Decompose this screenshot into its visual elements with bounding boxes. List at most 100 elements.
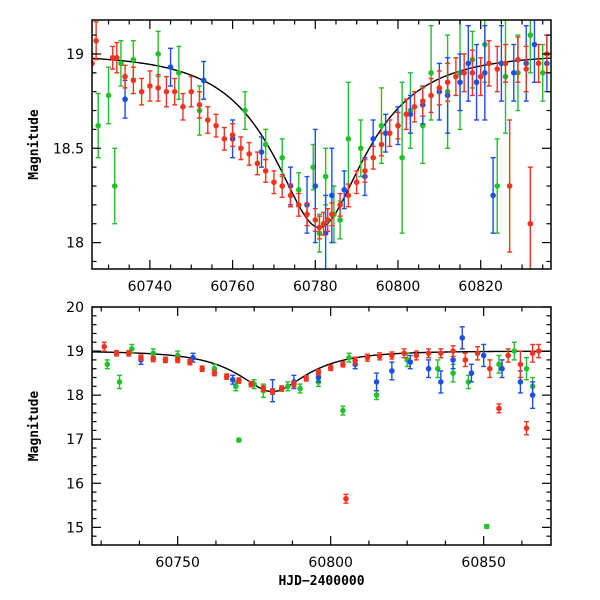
bottom-marker <box>425 350 432 357</box>
bottom-data-point <box>260 385 267 392</box>
bottom-marker <box>450 357 456 363</box>
bottom-data-point <box>223 373 230 380</box>
top-marker <box>109 54 116 61</box>
top-marker <box>171 88 178 95</box>
top-marker <box>130 56 137 63</box>
top-data-point <box>229 123 236 148</box>
top-marker <box>428 70 434 76</box>
top-data-point <box>122 64 128 89</box>
top-data-point <box>271 170 277 195</box>
bottom-data-point <box>529 381 536 410</box>
bottom-marker <box>315 374 322 381</box>
bottom-marker <box>523 425 530 432</box>
bottom-marker <box>113 350 120 357</box>
top-marker <box>180 103 186 110</box>
top-data-point <box>403 98 410 131</box>
bottom-y-tick-label: 20 <box>66 300 84 316</box>
bottom-marker <box>462 357 469 363</box>
top-marker <box>105 92 112 99</box>
top-data-point <box>482 24 488 121</box>
top-data-point <box>457 53 463 112</box>
top-marker <box>531 41 538 48</box>
top-data-point <box>357 119 364 178</box>
top-marker <box>279 154 286 161</box>
top-marker <box>279 183 286 189</box>
top-marker <box>118 60 124 67</box>
top-data-point <box>242 90 248 131</box>
top-marker <box>258 149 265 155</box>
top-marker <box>386 130 393 136</box>
top-data-point <box>486 40 492 87</box>
top-data-point <box>109 45 116 70</box>
top-x-tick-label: 60820 <box>458 279 503 295</box>
bottom-data-point <box>229 374 236 385</box>
bottom-data-point <box>517 350 524 379</box>
top-marker <box>337 217 343 223</box>
top-data-point <box>407 94 414 134</box>
bottom-marker <box>248 381 254 387</box>
bottom-data-point <box>297 383 303 394</box>
bottom-data-point <box>438 348 444 359</box>
bottom-marker <box>343 495 349 502</box>
bottom-marker <box>517 361 524 368</box>
bottom-marker <box>285 383 291 390</box>
bottom-data-point <box>211 369 218 377</box>
top-marker <box>515 56 521 63</box>
top-data-point <box>515 36 521 83</box>
bottom-marker <box>233 383 239 390</box>
top-marker <box>295 202 302 208</box>
top-marker <box>527 220 534 227</box>
bottom-data-point <box>499 359 505 379</box>
top-data-point <box>295 192 302 217</box>
bottom-marker <box>352 357 358 364</box>
bottom-marker <box>450 370 456 376</box>
top-series-0 <box>95 20 546 253</box>
top-marker <box>510 70 517 76</box>
bottom-data-point <box>278 385 285 392</box>
bottom-marker <box>260 385 267 392</box>
top-data-point <box>345 81 352 197</box>
top-axes-frame <box>91 19 552 270</box>
top-data-point <box>329 147 335 244</box>
bottom-data-point <box>511 341 518 361</box>
top-data-point <box>362 158 368 183</box>
top-data-point <box>444 62 451 102</box>
bottom-data-point <box>291 380 297 388</box>
top-marker <box>407 111 414 118</box>
top-marker <box>163 88 170 95</box>
top-data-point <box>246 141 252 166</box>
top-marker <box>200 77 207 84</box>
top-data-point <box>262 128 269 161</box>
top-data-point <box>370 145 376 170</box>
top-x-tick-label: 60760 <box>210 279 255 295</box>
top-data-point <box>465 24 472 102</box>
top-data-point <box>147 70 153 102</box>
top-data-point <box>436 70 443 106</box>
bottom-data-point <box>373 390 380 401</box>
top-data-point <box>279 173 286 199</box>
bottom-marker <box>315 369 322 376</box>
bottom-marker <box>459 335 466 341</box>
bottom-marker <box>269 388 276 395</box>
top-marker <box>444 79 451 86</box>
top-data-point <box>180 92 186 121</box>
top-data-point <box>535 43 542 83</box>
top-data-point <box>320 211 327 236</box>
bottom-x-tick-label: 60800 <box>308 555 353 571</box>
top-data-point <box>167 47 174 87</box>
bottom-data-point <box>138 354 144 362</box>
top-marker <box>378 122 385 129</box>
top-data-point <box>453 57 459 97</box>
top-marker <box>254 160 261 167</box>
bottom-y-tick-label: 18 <box>66 388 84 404</box>
top-marker <box>196 102 203 108</box>
bottom-marker <box>236 437 242 443</box>
bottom-data-point <box>174 356 181 364</box>
bottom-marker <box>291 381 297 387</box>
bottom-data-point <box>523 420 530 436</box>
top-data-point <box>213 113 219 138</box>
top-data-point <box>378 132 385 157</box>
bottom-marker <box>373 392 380 398</box>
top-marker <box>221 136 228 142</box>
top-marker <box>95 122 102 129</box>
